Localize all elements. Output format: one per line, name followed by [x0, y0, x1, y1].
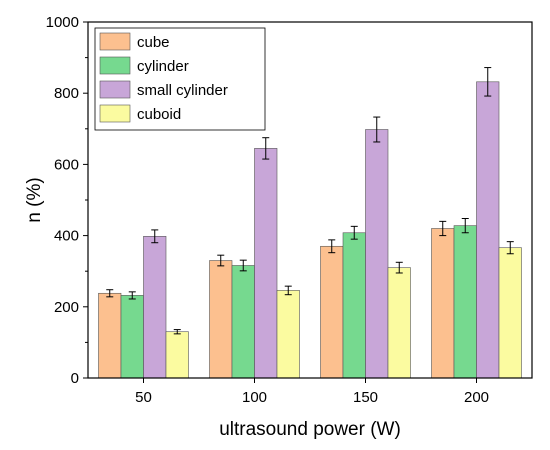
y-tick-label: 200: [54, 299, 79, 316]
error-bar-small-cylinder-50: [151, 229, 159, 244]
bar-cylinder-150: [342, 232, 366, 379]
bar-cube-50: [98, 292, 122, 379]
legend-swatch-cuboid: [99, 104, 131, 123]
bar-cylinder-50: [120, 295, 144, 379]
bar-cube-150: [320, 245, 344, 379]
legend: cube cylinder small cylinder cuboid: [94, 27, 266, 131]
y-axis-ticks: 0 200 400 600 800 1000: [46, 14, 88, 387]
legend-swatch-cylinder: [99, 56, 131, 75]
error-bar-cuboid-150: [395, 261, 403, 274]
bars-layer: [98, 81, 522, 379]
bar-small-cylinder-50: [143, 236, 167, 379]
y-tick-label: 1000: [46, 14, 79, 31]
error-bar-cylinder-100: [239, 259, 247, 272]
error-bar-cuboid-100: [284, 285, 292, 296]
bar-cuboid-50: [165, 331, 189, 379]
error-bar-cube-100: [217, 254, 225, 267]
y-tick-label: 400: [54, 228, 79, 245]
error-bar-small-cylinder-100: [262, 137, 270, 160]
y-tick-label: 600: [54, 156, 79, 173]
error-bar-cylinder-150: [350, 225, 358, 240]
bar-cylinder-100: [231, 265, 255, 379]
y-tick-label: 0: [71, 370, 79, 387]
bar-cube-100: [209, 260, 233, 379]
legend-swatch-small-cylinder: [99, 80, 131, 99]
legend-label-cylinder: cylinder: [137, 58, 189, 75]
bar-cuboid-100: [276, 290, 300, 379]
bar-cylinder-200: [453, 225, 477, 379]
error-bar-small-cylinder-150: [373, 116, 381, 143]
x-tick-label: 100: [242, 389, 267, 406]
bar-cuboid-200: [498, 247, 522, 379]
error-bar-small-cylinder-200: [484, 67, 492, 97]
bar-cube-200: [431, 228, 455, 379]
x-tick-label: 150: [353, 389, 378, 406]
y-tick-label: 800: [54, 85, 79, 102]
x-tick-label: 50: [135, 389, 152, 406]
bar-small-cylinder-100: [254, 148, 278, 379]
error-bar-cuboid-50: [173, 329, 181, 335]
x-axis-title: ultrasound power (W): [219, 419, 401, 440]
bar-small-cylinder-200: [476, 81, 500, 379]
error-bar-cylinder-50: [128, 291, 136, 300]
legend-swatch-cube: [99, 32, 131, 51]
error-bar-cube-150: [328, 239, 336, 254]
bar-small-cylinder-150: [365, 129, 389, 379]
legend-label-cuboid: cuboid: [137, 106, 181, 123]
error-bar-cylinder-200: [461, 218, 469, 234]
y-axis-title: n (%): [24, 177, 45, 222]
error-bar-cube-50: [106, 289, 114, 298]
x-tick-label: 200: [464, 389, 489, 406]
error-bar-cuboid-200: [506, 241, 514, 255]
error-bars-layer: [106, 67, 514, 335]
bar-cuboid-150: [387, 267, 411, 379]
legend-label-cube: cube: [137, 34, 170, 51]
x-axis-ticks: 50 100 150 200: [135, 378, 489, 406]
error-bar-cube-200: [439, 220, 447, 237]
legend-label-small-cylinder: small cylinder: [137, 82, 228, 99]
